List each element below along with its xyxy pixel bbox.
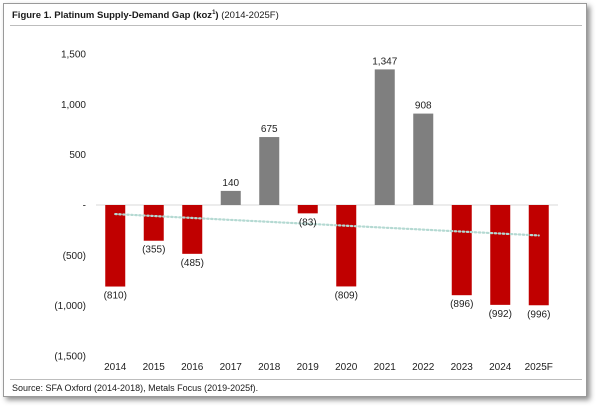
bar-2021: [374, 69, 395, 205]
data-label-2018: 675: [261, 124, 278, 135]
data-label-2024: (992): [489, 309, 512, 320]
data-label-2015: (355): [142, 245, 165, 256]
x-tick-label: 2018: [258, 362, 281, 373]
bar-2018: [259, 137, 280, 205]
bars: [105, 69, 549, 306]
data-label-2021: 1,347: [372, 56, 397, 67]
data-label-2022: 908: [415, 101, 432, 112]
data-label-2020: (809): [335, 290, 358, 301]
x-tick-label: 2024: [489, 362, 512, 373]
data-label-2016: (485): [181, 258, 204, 269]
data-label-2019: (83): [299, 217, 317, 228]
x-tick-label: 2025F: [525, 362, 553, 373]
y-tick-label: -: [83, 201, 86, 212]
x-tick-label: 2015: [143, 362, 166, 373]
x-tick-label: 2022: [412, 362, 435, 373]
data-label-2014: (810): [104, 291, 127, 302]
x-tick-label: 2019: [297, 362, 320, 373]
data-label-2017: 140: [222, 178, 239, 189]
trend-line: [114, 212, 540, 237]
bar-2016: [182, 205, 203, 254]
data-label-2023: (896): [450, 299, 473, 310]
bar-2022: [413, 113, 434, 205]
bar-2017: [220, 190, 241, 205]
y-tick-label: (1,500): [54, 352, 86, 363]
bar-2020: [336, 205, 357, 287]
x-tick-label: 2014: [104, 362, 127, 373]
title-separator: [10, 25, 582, 26]
bar-2025f: [528, 205, 549, 306]
x-tick-label: 2017: [220, 362, 243, 373]
x-axis: 2014 2015 2016 2017 2018 2019 2020 2021 2022 2023…: [104, 362, 553, 373]
figure-title: Figure 1. Platinum Supply-Demand Gap (ko…: [12, 10, 279, 22]
x-tick-label: 2020: [335, 362, 358, 373]
y-tick-label: 1,000: [61, 100, 86, 111]
figure-frame: Figure 1. Platinum Supply-Demand Gap (ko…: [3, 3, 587, 397]
bar-2019: [297, 205, 318, 214]
y-axis: 1,500 1,000 500 - (500) (1,000) (1,500): [54, 50, 86, 363]
data-labels: (810) (355) (485) 140 675 (83) (809) 1,347 908 (8…: [104, 56, 551, 320]
x-tick-label: 2016: [181, 362, 204, 373]
x-tick-label: 2023: [451, 362, 474, 373]
bar-2023: [451, 205, 472, 296]
bar-2014: [105, 205, 126, 287]
y-tick-label: (1,000): [54, 301, 86, 312]
y-tick-label: (500): [63, 251, 86, 262]
x-tick-label: 2021: [374, 362, 397, 373]
y-tick-label: 1,500: [61, 50, 86, 61]
bar-2024: [490, 205, 511, 305]
source-separator: [10, 379, 582, 380]
source-note: Source: SFA Oxford (2014-2018), Metals F…: [12, 383, 259, 393]
bar-2015: [143, 205, 164, 241]
data-label-2025f: (996): [527, 309, 550, 320]
y-tick-label: 500: [69, 150, 86, 161]
